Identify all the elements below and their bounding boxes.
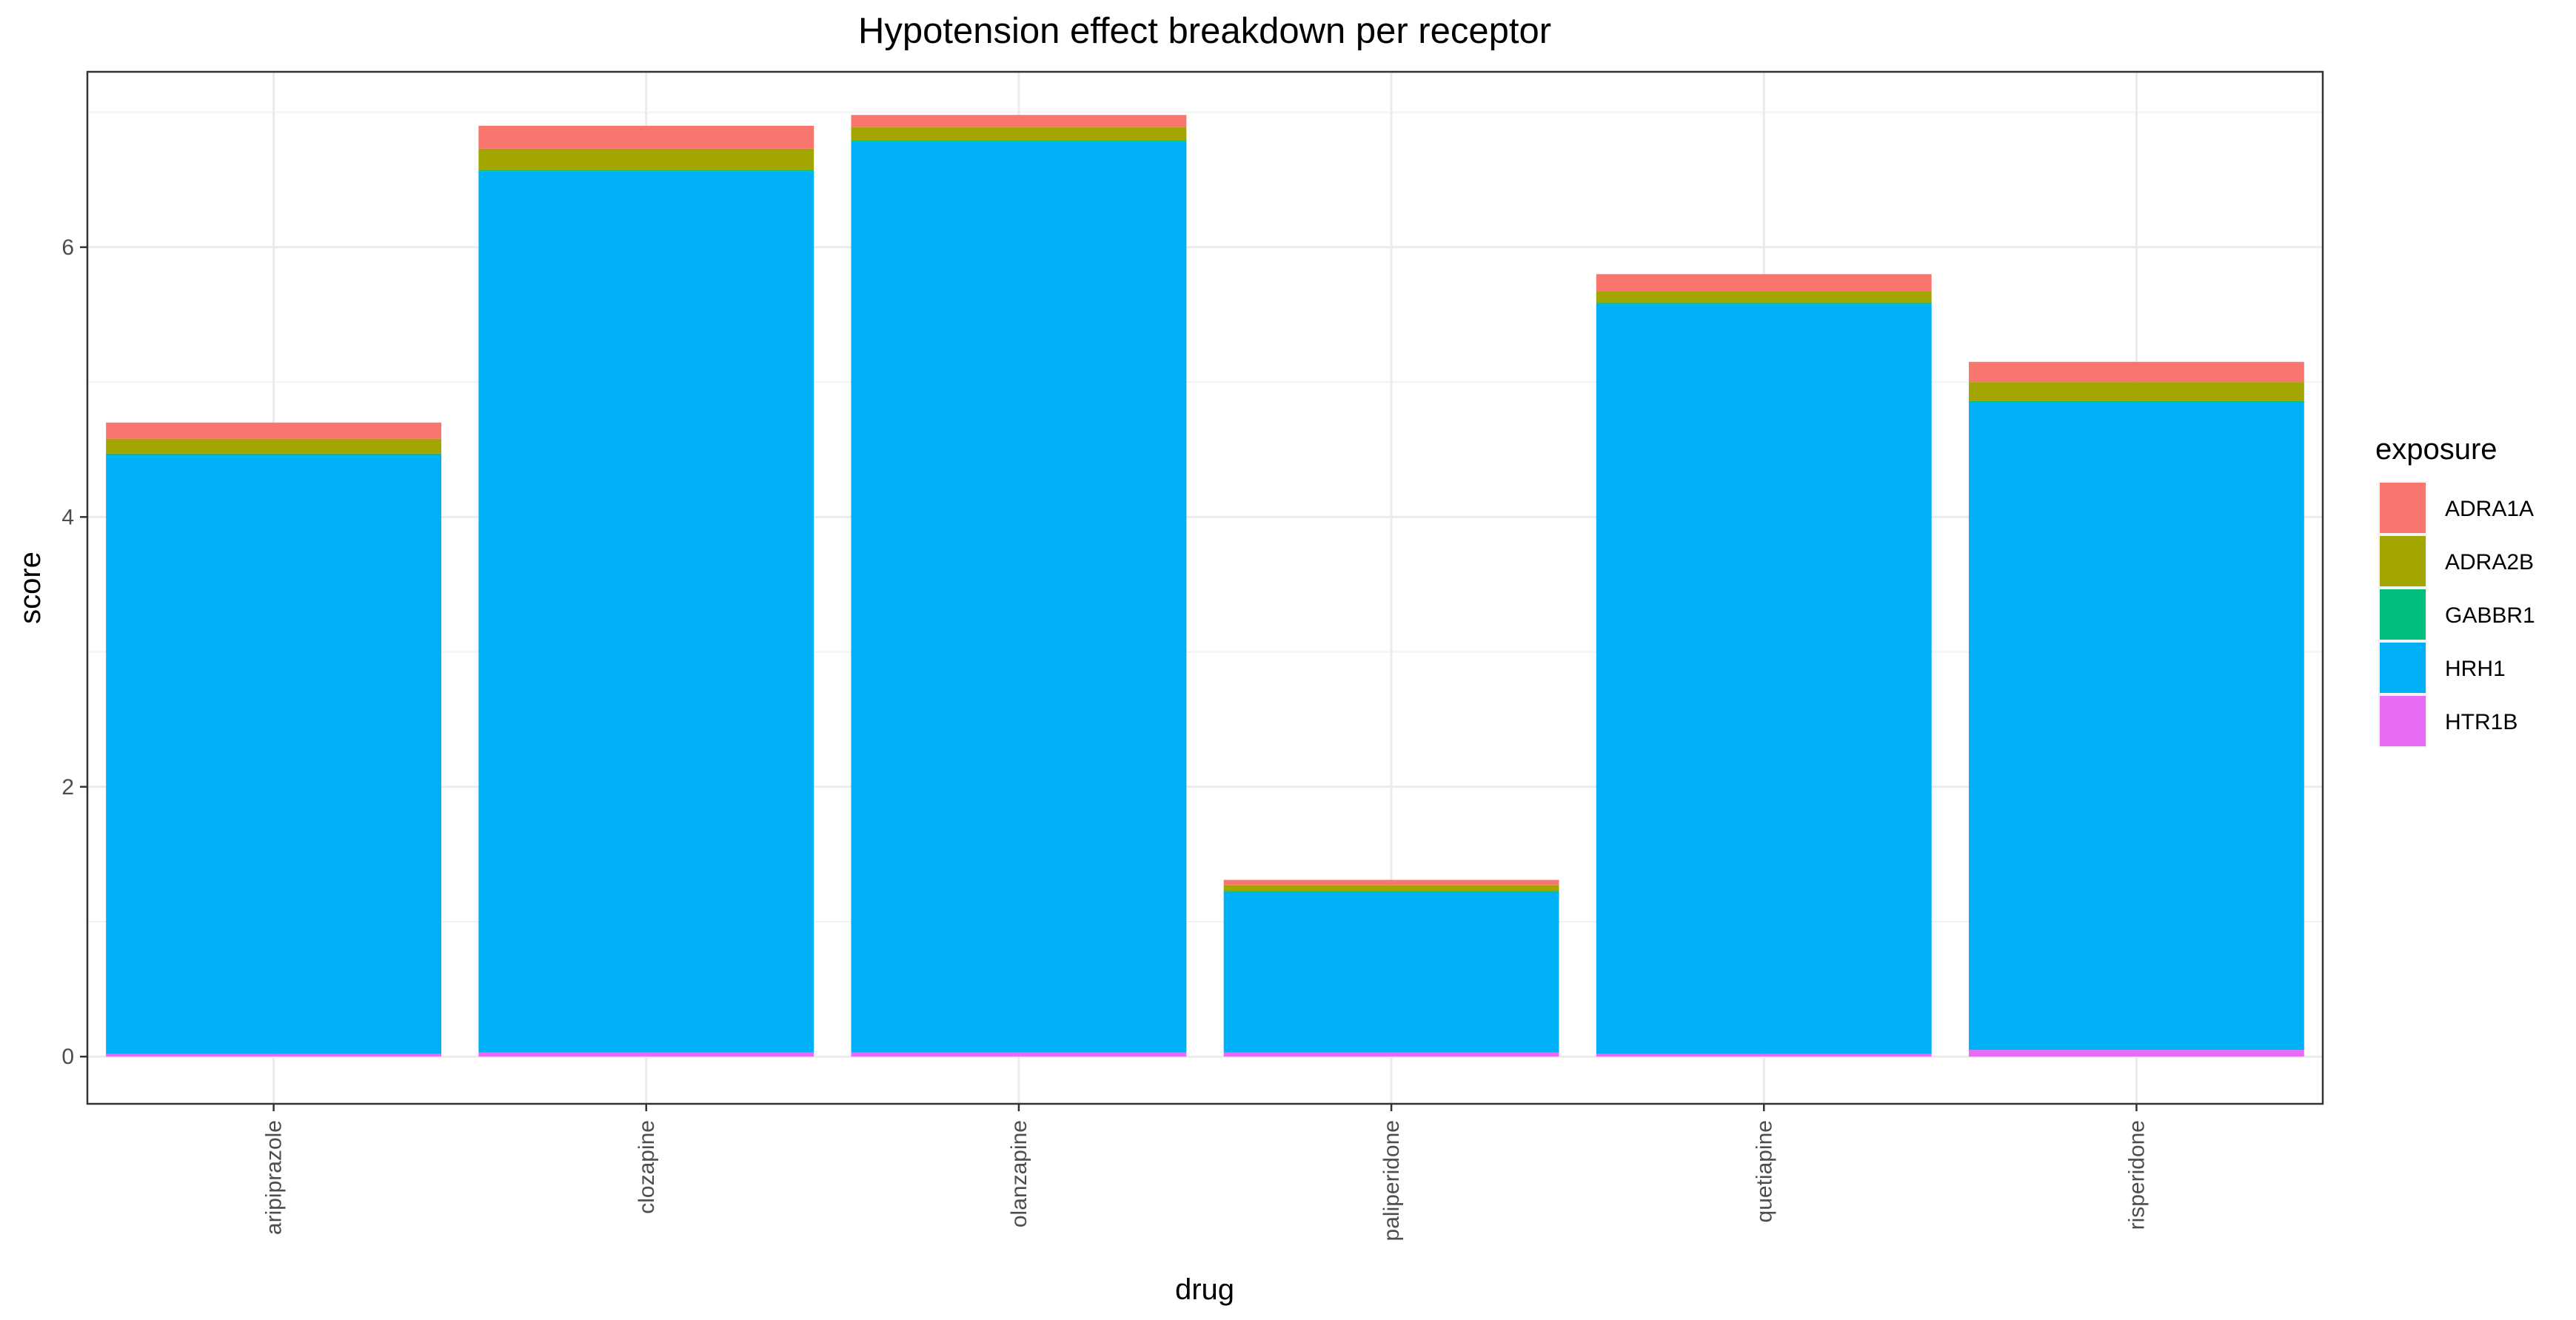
y-tick-label: 0 bbox=[61, 1045, 74, 1069]
y-axis-title: score bbox=[14, 552, 47, 624]
bars bbox=[106, 115, 2304, 1057]
bar-segment-gabbr1-olanzapine bbox=[851, 140, 1187, 142]
bar-segment-gabbr1-quetiapine bbox=[1596, 302, 1932, 304]
legend-key-hrh1 bbox=[2380, 643, 2426, 693]
bar-segment-gabbr1-risperidone bbox=[1968, 401, 2304, 403]
plot-panel-border bbox=[86, 70, 2324, 1105]
legend: exposure ADRA1A ADRA2B GABBR1 HRH1 HTR1B bbox=[2375, 433, 2535, 748]
bar-segment-adra1a-aripiprazole bbox=[106, 422, 442, 439]
bar-segment-adra1a-risperidone bbox=[1968, 361, 2304, 383]
x-tick-label: paliperidone bbox=[1379, 1120, 1404, 1241]
bar-segment-hrh1-quetiapine bbox=[1596, 304, 1932, 1054]
bar-segment-adra1a-clozapine bbox=[478, 125, 814, 149]
bar-segment-hrh1-clozapine bbox=[478, 171, 814, 1053]
x-axis-title: drug bbox=[1175, 1273, 1234, 1306]
bar-segment-hrh1-aripiprazole bbox=[106, 455, 442, 1054]
legend-key-htr1b bbox=[2380, 696, 2426, 746]
y-tick-label: 4 bbox=[61, 505, 74, 529]
y-axis: 0 2 4 6 bbox=[61, 235, 87, 1069]
bar-segment-htr1b-paliperidone bbox=[1223, 1052, 1559, 1057]
bar-segment-hrh1-paliperidone bbox=[1223, 891, 1559, 1053]
bar-segment-htr1b-clozapine bbox=[478, 1052, 814, 1057]
bar-segment-gabbr1-clozapine bbox=[478, 170, 814, 172]
bar-segment-adra1a-quetiapine bbox=[1596, 274, 1932, 292]
bar-segment-adra1a-paliperidone bbox=[1223, 880, 1559, 885]
bar-segment-gabbr1-aripiprazole bbox=[106, 453, 442, 455]
bar-segment-adra2b-paliperidone bbox=[1223, 885, 1559, 891]
legend-label-hrh1: HRH1 bbox=[2445, 657, 2506, 681]
legend-label-adra2b: ADRA2B bbox=[2445, 550, 2534, 574]
bar-segment-htr1b-aripiprazole bbox=[106, 1053, 442, 1057]
x-tick-label: aripiprazole bbox=[262, 1120, 287, 1235]
legend-key-gabbr1 bbox=[2380, 589, 2426, 640]
bar-segment-adra2b-aripiprazole bbox=[106, 438, 442, 454]
x-axis: aripiprazole clozapine olanzapine paliperid… bbox=[262, 1104, 2149, 1241]
bar-segment-adra2b-clozapine bbox=[478, 148, 814, 171]
bar-segment-gabbr1-paliperidone bbox=[1223, 891, 1559, 892]
bar-segment-adra1a-olanzapine bbox=[851, 115, 1187, 127]
y-tick-label: 6 bbox=[61, 235, 74, 260]
bar-segment-hrh1-olanzapine bbox=[851, 141, 1187, 1053]
legend-key-adra1a bbox=[2380, 483, 2426, 533]
legend-label-adra1a: ADRA1A bbox=[2445, 497, 2534, 521]
bar-segment-hrh1-risperidone bbox=[1968, 402, 2304, 1051]
y-tick-label: 2 bbox=[61, 775, 74, 800]
bar-segment-adra2b-risperidone bbox=[1968, 382, 2304, 401]
x-tick-label: olanzapine bbox=[1007, 1120, 1031, 1227]
bar-segment-adra2b-quetiapine bbox=[1596, 292, 1932, 303]
legend-title: exposure bbox=[2375, 433, 2498, 466]
bar-segment-htr1b-olanzapine bbox=[851, 1052, 1187, 1057]
x-tick-label: quetiapine bbox=[1752, 1120, 1776, 1222]
legend-label-gabbr1: GABBR1 bbox=[2445, 603, 2535, 628]
legend-key-adra2b bbox=[2380, 536, 2426, 586]
bar-segment-htr1b-quetiapine bbox=[1596, 1053, 1932, 1057]
x-tick-label: risperidone bbox=[2124, 1120, 2149, 1230]
bar-segment-htr1b-risperidone bbox=[1968, 1050, 2304, 1057]
bar-segment-adra2b-olanzapine bbox=[851, 127, 1187, 141]
legend-label-htr1b: HTR1B bbox=[2445, 710, 2518, 734]
chart-title: Hypotension effect breakdown per recepto… bbox=[858, 11, 1551, 51]
x-tick-label: clozapine bbox=[635, 1120, 659, 1214]
